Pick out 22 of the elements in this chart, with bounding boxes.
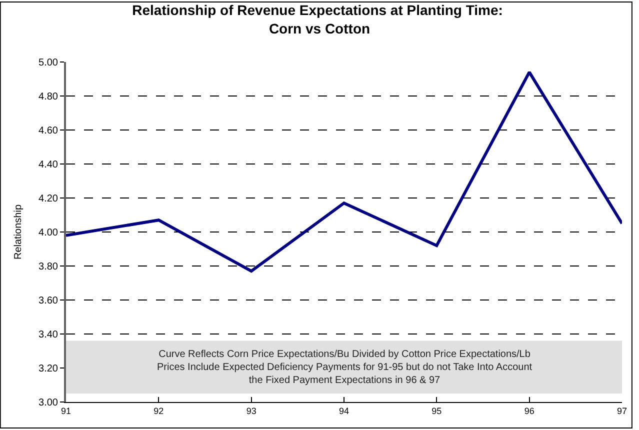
x-tick-label: 97 xyxy=(616,406,628,416)
y-tick-label: 4.80 xyxy=(38,92,58,102)
y-tick-label: 5.00 xyxy=(38,58,58,68)
x-tick-label: 91 xyxy=(60,406,72,416)
x-tick-label: 93 xyxy=(246,406,256,416)
y-tick-label: 3.20 xyxy=(38,364,58,374)
y-axis-title: Relationship xyxy=(13,204,24,260)
chart-title: Relationship of Revenue Expectations at Planting Time: Corn vs Cotton xyxy=(132,2,507,36)
y-tick-label: 3.60 xyxy=(38,296,58,306)
y-tick-label: 3.00 xyxy=(38,398,58,408)
line-series xyxy=(66,70,622,273)
y-tick-label: 4.20 xyxy=(38,194,58,204)
y-tick-label: 4.40 xyxy=(38,160,58,170)
x-tick-label: 96 xyxy=(524,406,534,416)
x-tick-label: 94 xyxy=(338,406,350,416)
x-tick-label: 95 xyxy=(432,406,442,416)
y-tick-label: 4.60 xyxy=(38,126,58,136)
y-tick-label: 4.00 xyxy=(38,228,58,238)
y-tick-label: 3.80 xyxy=(38,262,58,272)
x-tick-label: 92 xyxy=(154,406,164,416)
y-tick-label: 3.40 xyxy=(38,330,58,340)
band-label: Curve Reflects Corn Price Expectations/Bu Divided by Cotton Price Expectations/Lb Prices Include Expected Deficiency Payments for 91-95 but do not Take Into Account the Fixed Payment Expectations in 96 & 97 xyxy=(157,349,532,386)
